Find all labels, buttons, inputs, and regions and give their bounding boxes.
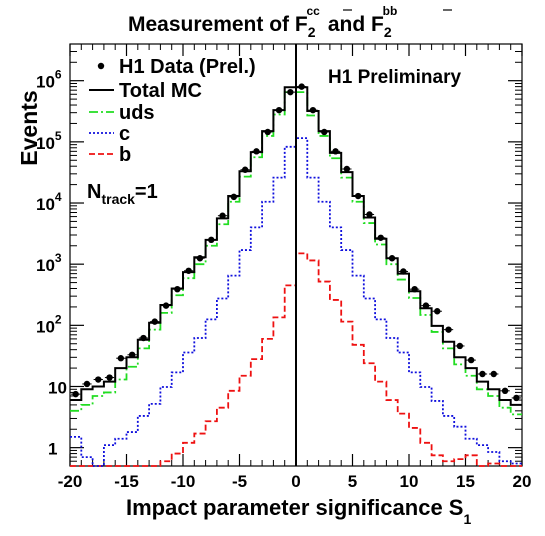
data-point (434, 308, 441, 315)
data-point (219, 212, 226, 219)
data-point (275, 106, 283, 114)
x-axis-label: Impact parameter significance S1 (126, 495, 471, 527)
y-tick-label: 106 (36, 68, 62, 92)
data-point (230, 193, 238, 201)
series-b-line (70, 252, 522, 467)
legend-label-b: b (119, 144, 131, 166)
data-point (106, 374, 113, 381)
data-point (298, 83, 305, 90)
title-sub-1: 2 (308, 24, 316, 40)
data-point (151, 318, 158, 325)
data-point (117, 355, 125, 362)
h1-preliminary-label: H1 Preliminary (328, 67, 461, 88)
legend-label-c: c (119, 123, 130, 145)
legend-label-total-mc: Total MC (119, 80, 202, 102)
title-conj: and F (328, 13, 384, 36)
data-point (83, 380, 91, 388)
data-point (264, 128, 271, 136)
ntrack-sub: track (101, 191, 135, 207)
x-tick-label: 5 (348, 472, 357, 491)
legend-label-uds: uds (119, 102, 155, 124)
data-point (388, 255, 396, 262)
title-sup-2: bb (383, 4, 398, 18)
data-point (479, 370, 486, 378)
x-axis-label-main: Impact parameter significance S (126, 495, 463, 520)
data-point (343, 165, 351, 173)
data-point (309, 106, 317, 114)
data-point (241, 166, 249, 173)
y-tick-label: 103 (36, 251, 62, 275)
data-point (456, 342, 464, 350)
title-sup-1: cc (307, 4, 321, 18)
title-main: Measurement of F (128, 13, 308, 36)
chart-title: Measurement of F2ccand F2bb (128, 4, 397, 40)
data-point (196, 255, 204, 262)
data-point (321, 128, 328, 136)
x-tick-label: 20 (513, 472, 532, 491)
legend-label-h1-data-prel: H1 Data (Prel.) (119, 56, 256, 78)
data-point (490, 370, 497, 378)
data-point (72, 390, 79, 398)
series-c-line (70, 137, 522, 467)
ntrack-label: Ntrack=1 (87, 181, 158, 207)
y-tick-label: 1 (48, 440, 57, 459)
x-tick-label: 15 (456, 472, 475, 491)
x-tick-label: -15 (114, 472, 139, 491)
data-point (467, 356, 475, 364)
x-tick-label: 10 (400, 472, 419, 491)
data-point (400, 268, 407, 275)
data-point (95, 376, 102, 383)
y-tick-label: 104 (36, 190, 62, 214)
y-tick-label: 10 (48, 378, 67, 397)
data-point (422, 302, 430, 309)
data-point (287, 88, 294, 96)
x-tick-label: -20 (58, 472, 83, 491)
data-point (513, 394, 520, 402)
data-point (445, 326, 452, 333)
data-point (411, 285, 418, 293)
data-point (174, 285, 181, 293)
data-point (354, 192, 362, 200)
y-tick-label: 105 (36, 129, 62, 153)
data-point (366, 211, 373, 218)
legend-marker-h1-data-prel (97, 62, 105, 70)
title-sub-2: 2 (384, 24, 392, 40)
ntrack-rest: =1 (135, 181, 158, 203)
data-point (377, 234, 384, 241)
data-point (208, 236, 215, 244)
data-point (162, 302, 170, 309)
x-tick-label: -5 (232, 472, 247, 491)
x-axis-label-sub: 1 (463, 511, 471, 527)
data-point (185, 267, 192, 274)
data-point (501, 387, 509, 395)
data-point (128, 351, 136, 358)
y-axis-label: Events (16, 90, 42, 165)
y-tick-label: 102 (36, 312, 62, 336)
data-point (332, 148, 339, 155)
ntrack-n: N (87, 181, 101, 203)
data-point (253, 148, 260, 155)
x-tick-label: -10 (171, 472, 196, 491)
axes: -20 -15 -10 -5 0 5 10 15 20 1 10 102 103 104 105 106 (36, 44, 531, 491)
x-tick-label: 0 (291, 472, 300, 491)
data-point (140, 334, 147, 342)
